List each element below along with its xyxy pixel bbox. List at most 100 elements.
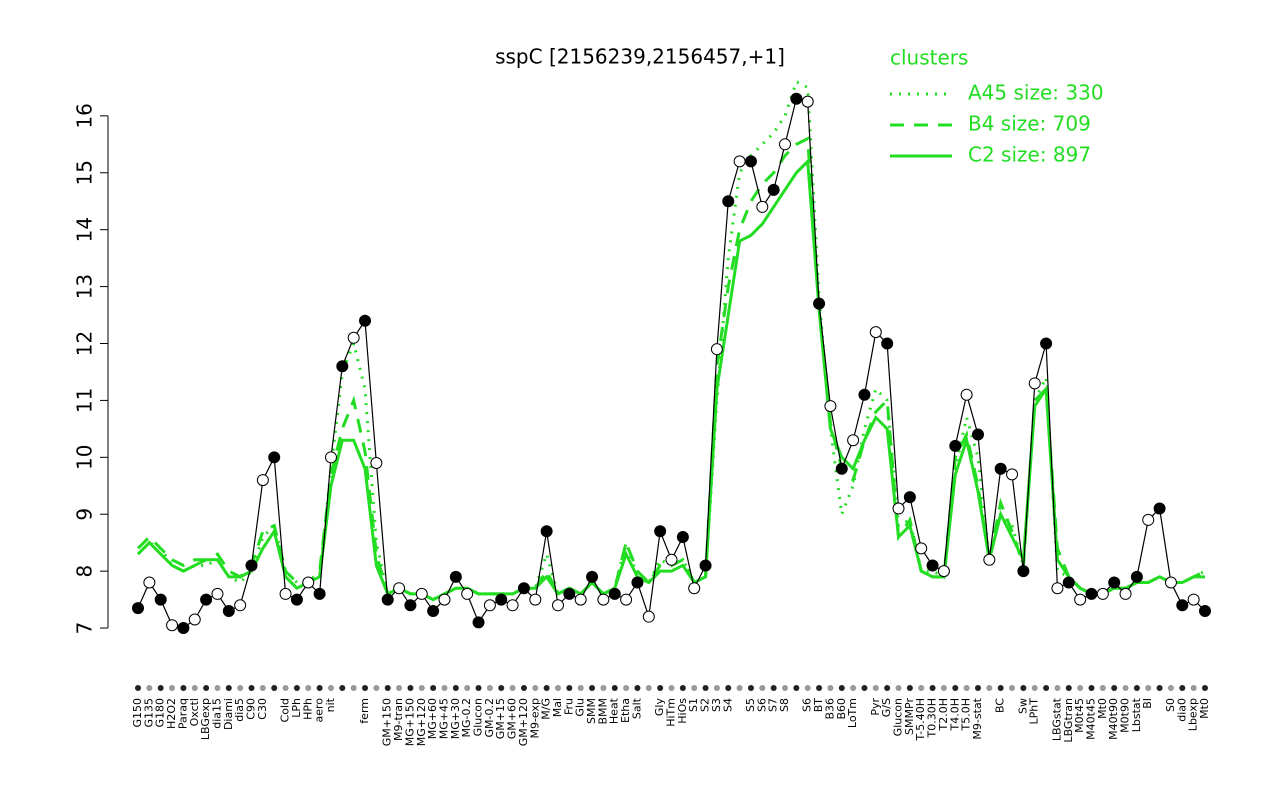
data-point [676, 530, 689, 543]
x-tick-label: LBGstat [1050, 697, 1063, 741]
data-point [744, 155, 757, 168]
rug-dot [600, 685, 607, 691]
x-tick-label: Pyr [869, 698, 882, 716]
data-point [994, 462, 1007, 475]
rug-dot [554, 685, 561, 691]
rug-dot [418, 685, 425, 691]
rug-dot [1054, 685, 1061, 691]
rug-dot [861, 685, 868, 691]
rug-dot [441, 685, 448, 691]
rug-dot [430, 685, 437, 691]
x-tick-label: H2O2 [165, 698, 178, 729]
rug-dot [305, 685, 312, 691]
x-tick-label: Mal [551, 698, 564, 717]
data-point [779, 138, 792, 151]
x-tick-label: Heat [608, 697, 621, 724]
x-tick-label: HPh [301, 698, 314, 720]
rug-dot [838, 685, 845, 691]
x-tick-label: S3 [710, 698, 723, 712]
rug-dot [577, 685, 584, 691]
rug-dot [464, 685, 471, 691]
rug-dot [373, 685, 380, 691]
rug-dot [657, 685, 664, 691]
x-tick-label: LPhT [1028, 698, 1041, 725]
data-point [404, 599, 417, 612]
data-point [336, 360, 349, 373]
rug-dot [543, 685, 550, 691]
x-tick-label: GM+120 [517, 698, 530, 746]
rug-dot [282, 685, 289, 691]
data-point [461, 587, 474, 600]
x-tick-label: MG+150 [403, 698, 416, 746]
rug-dot [793, 685, 800, 691]
y-tick-label: 11 [73, 388, 97, 413]
rug-dot [259, 685, 266, 691]
x-tick-label: GM+60 [506, 698, 519, 739]
x-tick-label: M9-tran [392, 698, 405, 741]
data-point [1130, 570, 1143, 583]
data-point [971, 428, 984, 441]
rug-dot [895, 685, 902, 691]
rug-dot [135, 685, 141, 691]
rug-dot [214, 685, 221, 691]
expression-line [137, 98, 1206, 629]
rug-dot [1077, 685, 1084, 691]
data-point [1096, 587, 1109, 600]
rug-dot [191, 685, 198, 691]
rug-dot [327, 685, 334, 691]
rug-dot [816, 685, 823, 691]
data-point [869, 326, 882, 339]
x-tick-label: dia15 [210, 698, 223, 729]
data-point [132, 602, 144, 615]
y-tick-label: 16 [73, 103, 97, 128]
data-point [290, 593, 303, 606]
rug-dot [850, 685, 857, 691]
x-tick-label: T0.30H [926, 698, 939, 738]
data-point [1187, 593, 1200, 606]
x-tick-label: MG+45 [437, 698, 450, 739]
data-point [563, 587, 576, 600]
rug-dot [611, 685, 618, 691]
y-tick-label: 8 [73, 565, 97, 578]
rug-dot [1190, 685, 1197, 691]
rug-dot [804, 685, 811, 691]
data-point [1074, 593, 1087, 606]
data-point [166, 619, 179, 632]
x-tick-label: S0 [1164, 698, 1177, 712]
data-point [983, 553, 996, 566]
rug-dot [997, 685, 1004, 691]
x-tick-label: Lbstat [1130, 697, 1143, 732]
x-tick-label: M0t90 [1119, 698, 1132, 733]
x-tick-label: MG-0.2 [460, 698, 473, 737]
x-tick-label: HiOs [676, 698, 689, 724]
data-point [302, 576, 315, 589]
rug-dot [770, 685, 777, 691]
rug-dot [645, 685, 652, 691]
rug-dot [271, 685, 278, 691]
rug-dot [1099, 685, 1106, 691]
data-point [347, 331, 360, 344]
rug-dot [782, 685, 789, 691]
data-point [586, 570, 599, 583]
x-tick-label: dia0 [1175, 698, 1188, 722]
x-tick-label: LPh [290, 698, 303, 718]
rug-dot [884, 685, 891, 691]
x-tick-label: S5 [744, 698, 757, 712]
data-point [177, 622, 190, 635]
rug-dot [725, 685, 732, 691]
x-tick-label: S4 [721, 698, 734, 712]
rug-dot [1167, 685, 1174, 691]
x-tick-label: Salt [630, 697, 643, 719]
x-tick-label: T4.0H [948, 698, 961, 731]
data-point [767, 183, 780, 196]
rug-dot [1065, 685, 1072, 691]
data-point [790, 92, 803, 105]
rug-dot [1145, 685, 1152, 691]
data-point [847, 434, 860, 447]
x-tick-label: S6 [801, 698, 814, 712]
rug-dot [952, 685, 959, 691]
data-point [1062, 576, 1075, 589]
data-point [1108, 576, 1121, 589]
x-tick-label: dia5 [233, 698, 246, 722]
